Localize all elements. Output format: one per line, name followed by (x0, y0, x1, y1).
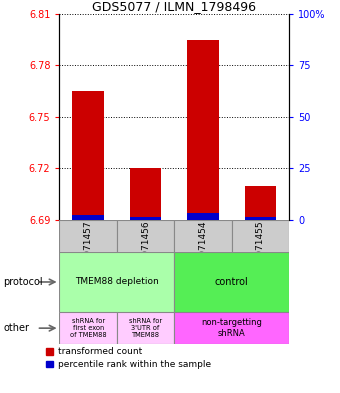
Bar (130, 169, 162, 220)
Bar (72, 91, 104, 220)
Text: protocol: protocol (3, 277, 43, 287)
Bar (174, 252, 289, 312)
Bar (232, 220, 289, 281)
Text: GSM1071456: GSM1071456 (141, 220, 150, 281)
Text: GSM1071455: GSM1071455 (256, 220, 265, 281)
Text: TMEM88 depletion: TMEM88 depletion (75, 277, 159, 286)
Bar (130, 217, 162, 220)
Bar (244, 217, 276, 220)
Bar (174, 220, 232, 281)
Bar (117, 312, 174, 344)
Bar (187, 40, 219, 220)
Title: GDS5077 / ILMN_1798496: GDS5077 / ILMN_1798496 (92, 0, 256, 13)
Bar (244, 186, 276, 220)
Text: GSM1071457: GSM1071457 (84, 220, 93, 281)
Text: control: control (215, 277, 249, 287)
Bar (72, 215, 104, 220)
Bar (187, 213, 219, 220)
Bar (59, 312, 117, 344)
Text: non-targetting
shRNA: non-targetting shRNA (201, 318, 262, 338)
Text: shRNA for
first exon
of TMEM88: shRNA for first exon of TMEM88 (70, 318, 106, 338)
Bar (174, 312, 289, 344)
Text: GSM1071454: GSM1071454 (199, 220, 207, 281)
Bar (117, 220, 174, 281)
Bar (59, 220, 117, 281)
Legend: transformed count, percentile rank within the sample: transformed count, percentile rank withi… (42, 344, 215, 373)
Text: shRNA for
3'UTR of
TMEM88: shRNA for 3'UTR of TMEM88 (129, 318, 162, 338)
Bar (59, 252, 174, 312)
Text: other: other (3, 323, 29, 333)
